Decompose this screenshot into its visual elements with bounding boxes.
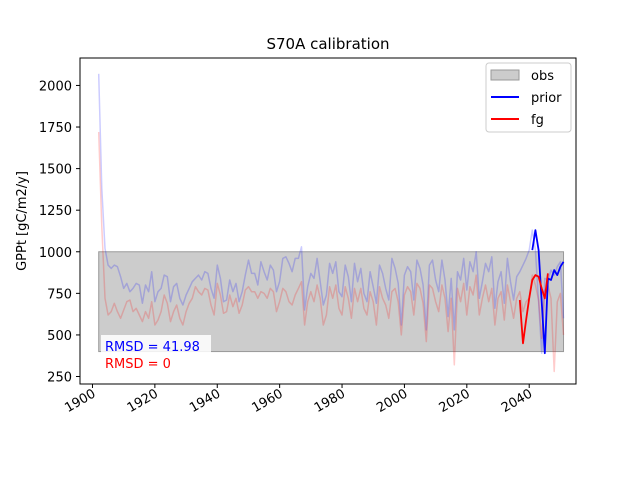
series-line-prior-history — [97, 73, 565, 354]
y-tick-label: 2000 — [39, 79, 72, 94]
y-tick-label: 1000 — [39, 246, 72, 261]
rmsd-annotation: RMSD = 0 — [105, 357, 171, 372]
obs-band — [98, 251, 565, 353]
legend-label-obs: obs — [531, 69, 554, 84]
rmsd-box — [101, 335, 211, 353]
x-tick-label: 2020 — [437, 386, 473, 416]
rmsd-annotation: RMSD = 41.98 — [105, 340, 200, 355]
legend-label-prior: prior — [531, 91, 562, 106]
y-tick-label: 750 — [47, 287, 72, 302]
y-axis-label: GPPt [gC/m2/y] — [15, 171, 30, 271]
chart-title: S70A calibration — [266, 35, 389, 53]
axes-frame — [79, 57, 577, 385]
x-tick-label: 2040 — [499, 386, 535, 416]
x-tick-label: 1940 — [187, 386, 223, 416]
x-tick-label: 1960 — [249, 386, 285, 416]
x-tick-label: 1980 — [312, 386, 348, 416]
series-line-fg-history — [97, 131, 565, 373]
y-tick-label: 500 — [47, 329, 72, 344]
legend-swatch-obs — [490, 69, 520, 81]
y-tick-label: 250 — [47, 371, 72, 386]
y-tick-label: 1500 — [39, 163, 72, 178]
x-tick-label: 1900 — [62, 386, 98, 416]
series-line-fg — [518, 273, 549, 345]
y-tick-label: 1750 — [39, 121, 72, 136]
legend: obs prior fg — [485, 62, 572, 133]
y-tick-label: 1250 — [39, 204, 72, 219]
x-tick-label: 1920 — [125, 386, 161, 416]
x-tick-label: 2000 — [374, 386, 410, 416]
legend-label-fg: fg — [531, 113, 544, 128]
